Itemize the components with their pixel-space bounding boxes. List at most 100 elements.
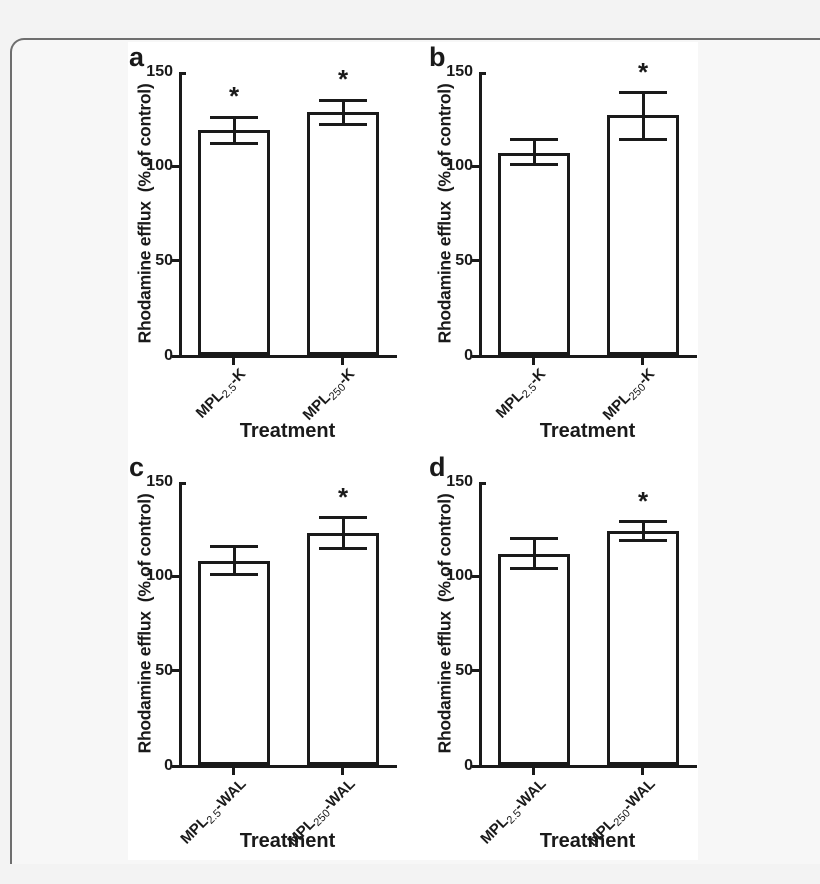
y-axis-title-text: Rhodamine efflux (% of control)	[434, 493, 455, 754]
category-label: MPL250-K	[600, 365, 661, 427]
error-bar-cap-bottom	[510, 567, 558, 571]
x-axis-line	[179, 355, 397, 358]
plot-area: * *	[179, 66, 396, 355]
x-axis-title: Treatment	[539, 830, 636, 852]
x-tickmark	[232, 768, 235, 775]
y-tickmark	[472, 165, 479, 168]
y-tick-label: 100	[146, 157, 173, 174]
category-label-text: -WAL	[510, 775, 550, 815]
y-axis-title-text: Rhodamine efflux (% of control)	[434, 83, 455, 344]
y-axis-title: Rhodamine efflux (% of control)	[428, 72, 462, 355]
error-bar-line	[232, 117, 236, 144]
plot-area: *	[479, 482, 696, 765]
y-axis-title-text: Rhodamine efflux (% of control)	[134, 83, 155, 344]
error-bar-line	[341, 517, 345, 549]
y-axis-title: Rhodamine efflux (% of control)	[128, 482, 162, 765]
plot-area: *	[179, 482, 396, 765]
error-bar-line	[341, 100, 345, 125]
x-axis-title: Treatment	[539, 420, 636, 442]
error-bar-cap-top	[210, 115, 258, 119]
panel-letter: a	[129, 42, 145, 72]
error-bar-cap-bottom	[619, 538, 667, 542]
x-tickmark	[532, 768, 535, 775]
y-tickmark	[472, 765, 479, 768]
error-bar-cap-top	[210, 544, 258, 548]
x-tickmark	[532, 358, 535, 365]
y-tick-label: 100	[446, 567, 473, 584]
bar	[198, 130, 270, 355]
significance-asterisk: *	[637, 56, 649, 87]
y-tick-label: 50	[155, 662, 173, 679]
y-tickmark	[179, 72, 186, 75]
x-axis-line	[479, 765, 697, 768]
y-axis-line	[479, 72, 482, 358]
category-label-text: -WAL	[210, 775, 250, 815]
error-bar-cap-top	[619, 520, 667, 524]
error-bar-cap-bottom	[510, 162, 558, 166]
y-tick-label: 0	[164, 347, 173, 364]
panel-letter: d	[429, 452, 446, 482]
y-tick-label: 150	[446, 473, 473, 490]
category-label: MPL250-K	[300, 365, 361, 427]
panel-c: c Rhodamine efflux (% of control) 150 10…	[128, 452, 398, 861]
y-axis-line	[479, 482, 482, 768]
category-label-text: -WAL	[619, 775, 659, 815]
significance-asterisk: *	[228, 81, 240, 112]
error-bar-line	[532, 538, 536, 569]
y-tick-label: 0	[164, 757, 173, 774]
y-axis-title: Rhodamine efflux (% of control)	[128, 72, 162, 355]
y-tickmark	[172, 355, 179, 358]
bar	[498, 153, 570, 355]
y-tickmark	[472, 575, 479, 578]
y-axis-title: Rhodamine efflux (% of control)	[428, 482, 462, 765]
y-axis-line	[179, 482, 182, 768]
y-tickmark	[172, 575, 179, 578]
x-axis-line	[179, 765, 397, 768]
y-tickmark	[172, 259, 179, 262]
figure-panel-grid: a Rhodamine efflux (% of control) 150 10…	[128, 42, 698, 860]
plot-area: *	[479, 59, 696, 355]
x-axis-title: Treatment	[239, 420, 336, 442]
category-label: MPL2.5-K	[493, 365, 553, 425]
y-tick-label: 0	[464, 757, 473, 774]
y-tickmark	[172, 765, 179, 768]
significance-asterisk: *	[337, 481, 349, 512]
bar	[198, 561, 270, 765]
y-tickmark	[472, 355, 479, 358]
y-tickmark	[172, 669, 179, 672]
error-bar-line	[232, 546, 236, 575]
panel-a: a Rhodamine efflux (% of control) 150 10…	[128, 42, 398, 451]
x-axis-title: Treatment	[239, 830, 336, 852]
bar	[498, 553, 570, 765]
error-bar-cap-top	[319, 98, 367, 102]
y-tick-label: 100	[146, 567, 173, 584]
error-bar-cap-top	[510, 537, 558, 541]
y-tick-label: 150	[446, 63, 473, 80]
error-bar-cap-bottom	[210, 142, 258, 146]
y-tick-label: 150	[146, 473, 173, 490]
y-tick-label: 150	[146, 63, 173, 80]
y-tick-label: 50	[455, 252, 473, 269]
y-tick-label: 0	[464, 347, 473, 364]
significance-asterisk: *	[637, 485, 649, 516]
bar	[307, 532, 379, 765]
panel-d: d Rhodamine efflux (% of control) 150 10…	[428, 452, 698, 861]
panel-letter: c	[129, 452, 145, 482]
y-tickmark	[472, 259, 479, 262]
y-tickmark	[179, 482, 186, 485]
error-bar-line	[532, 139, 536, 165]
y-tick-label: 50	[155, 252, 173, 269]
bar	[607, 531, 679, 765]
error-bar-cap-top	[319, 516, 367, 520]
x-tickmark	[232, 358, 235, 365]
x-tickmark	[341, 768, 344, 775]
y-tickmark	[472, 669, 479, 672]
error-bar-cap-top	[510, 138, 558, 142]
bar	[607, 115, 679, 355]
significance-asterisk: *	[337, 64, 349, 95]
x-axis-line	[479, 355, 697, 358]
panel-letter: b	[429, 42, 446, 72]
error-bar-line	[641, 521, 645, 541]
category-label-text: -WAL	[319, 775, 359, 815]
error-bar-cap-bottom	[319, 123, 367, 127]
